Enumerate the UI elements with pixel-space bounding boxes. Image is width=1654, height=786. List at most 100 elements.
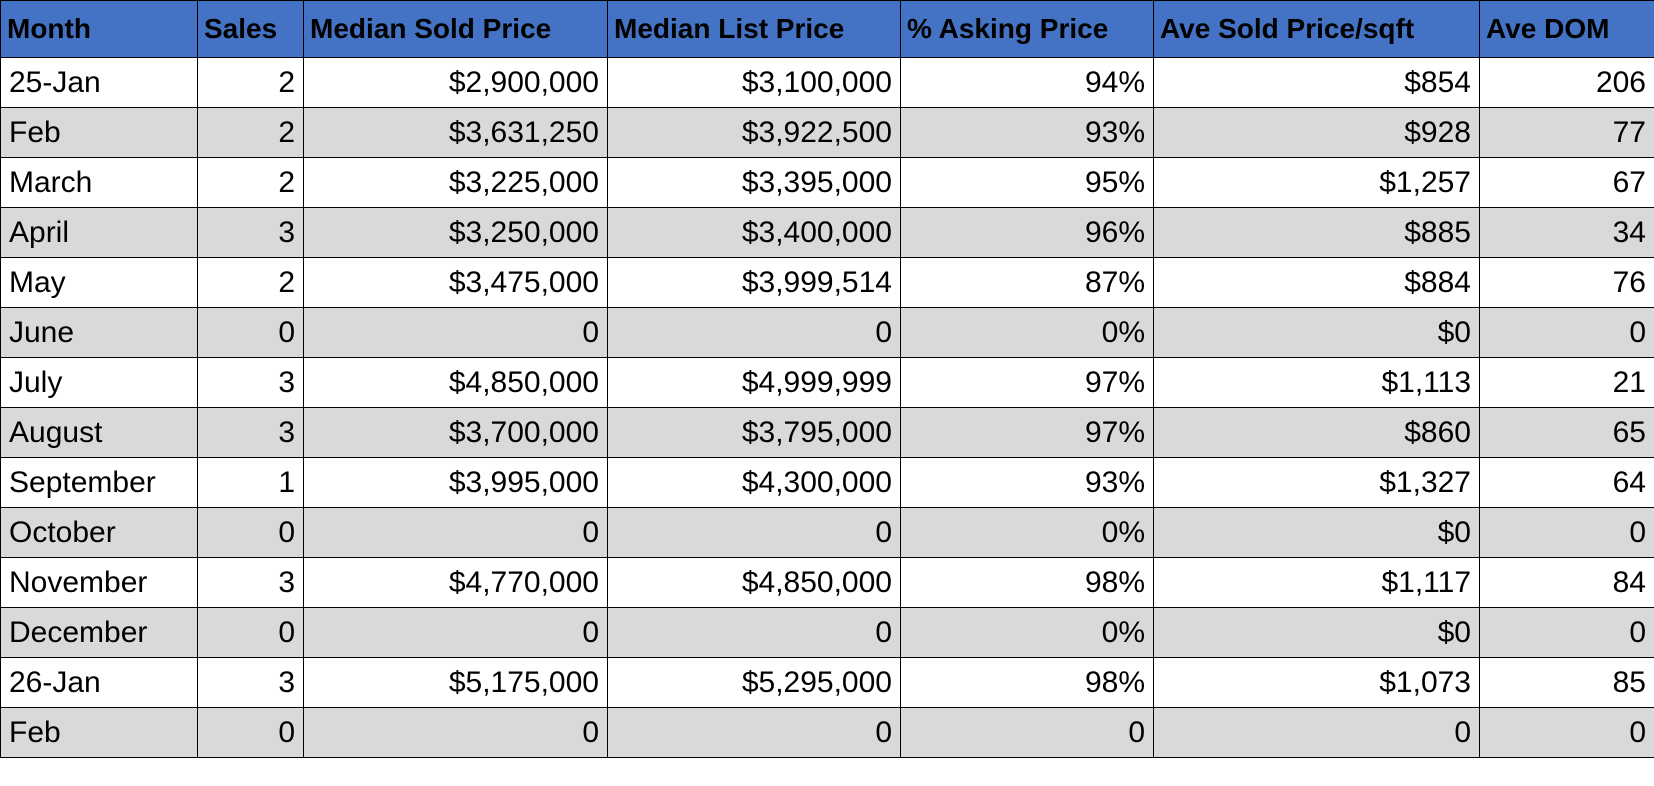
table-cell: 0 bbox=[607, 307, 901, 358]
table-cell: March bbox=[0, 157, 198, 208]
table-cell: $3,225,000 bbox=[303, 157, 608, 208]
table-cell: $3,395,000 bbox=[607, 157, 901, 208]
table-cell: $1,117 bbox=[1153, 557, 1480, 608]
table-cell: 0% bbox=[900, 607, 1154, 658]
table-cell: 0 bbox=[1479, 507, 1654, 558]
table-cell: $885 bbox=[1153, 207, 1480, 258]
table-row: Feb 2 $3,631,250 $3,922,500 93% $928 77 bbox=[0, 107, 1654, 158]
table-cell: May bbox=[0, 257, 198, 308]
table-cell: 26-Jan bbox=[0, 657, 198, 708]
table-cell: 0 bbox=[1479, 307, 1654, 358]
table-cell: $3,795,000 bbox=[607, 407, 901, 458]
table-cell: 0 bbox=[303, 707, 608, 758]
table-cell: July bbox=[0, 357, 198, 408]
table-cell: 3 bbox=[197, 207, 304, 258]
table-cell: 0 bbox=[607, 707, 901, 758]
table-cell: $4,300,000 bbox=[607, 457, 901, 508]
table-cell: 0 bbox=[1479, 707, 1654, 758]
table-cell: $1,327 bbox=[1153, 457, 1480, 508]
table-cell: 85 bbox=[1479, 657, 1654, 708]
table-cell: 0 bbox=[303, 607, 608, 658]
table-cell: $0 bbox=[1153, 507, 1480, 558]
table-cell: 0 bbox=[1479, 607, 1654, 658]
header-cell: Median List Price bbox=[607, 0, 901, 58]
table-cell: 96% bbox=[900, 207, 1154, 258]
table-cell: $5,295,000 bbox=[607, 657, 901, 708]
table-row: 25-Jan 2 $2,900,000 $3,100,000 94% $854 206 bbox=[0, 57, 1654, 108]
table-cell: $4,850,000 bbox=[303, 357, 608, 408]
header-cell: Ave Sold Price/sqft bbox=[1153, 0, 1480, 58]
table-row: April 3 $3,250,000 $3,400,000 96% $885 34 bbox=[0, 207, 1654, 258]
table-cell: $3,475,000 bbox=[303, 257, 608, 308]
table-cell: 98% bbox=[900, 657, 1154, 708]
table-cell: 67 bbox=[1479, 157, 1654, 208]
table-cell: 34 bbox=[1479, 207, 1654, 258]
table-cell: 0 bbox=[197, 607, 304, 658]
table-cell: 2 bbox=[197, 257, 304, 308]
table-cell: 3 bbox=[197, 557, 304, 608]
table-cell: $3,700,000 bbox=[303, 407, 608, 458]
table-row: June 0 0 0 0% $0 0 bbox=[0, 307, 1654, 358]
header-cell: Sales bbox=[197, 0, 304, 58]
table-cell: $5,175,000 bbox=[303, 657, 608, 708]
table-cell: 2 bbox=[197, 107, 304, 158]
table-cell: $3,995,000 bbox=[303, 457, 608, 508]
table-cell: 98% bbox=[900, 557, 1154, 608]
header-cell: Median Sold Price bbox=[303, 0, 608, 58]
table-cell: 0 bbox=[607, 507, 901, 558]
table-cell: 25-Jan bbox=[0, 57, 198, 108]
table-cell: $860 bbox=[1153, 407, 1480, 458]
table-cell: $884 bbox=[1153, 257, 1480, 308]
table-row: November 3 $4,770,000 $4,850,000 98% $1,117 84 bbox=[0, 557, 1654, 608]
table-cell: 0% bbox=[900, 507, 1154, 558]
table-cell: 0 bbox=[197, 307, 304, 358]
table-row: March 2 $3,225,000 $3,395,000 95% $1,257 67 bbox=[0, 157, 1654, 208]
table-cell: August bbox=[0, 407, 198, 458]
table-cell: $928 bbox=[1153, 107, 1480, 158]
table-cell: 0 bbox=[303, 307, 608, 358]
table-cell: 2 bbox=[197, 57, 304, 108]
table-cell: 21 bbox=[1479, 357, 1654, 408]
table-cell: $4,999,999 bbox=[607, 357, 901, 408]
table-cell: 3 bbox=[197, 407, 304, 458]
table-cell: $2,900,000 bbox=[303, 57, 608, 108]
table-cell: 0% bbox=[900, 307, 1154, 358]
table-row: October 0 0 0 0% $0 0 bbox=[0, 507, 1654, 558]
table-cell: 0 bbox=[1153, 707, 1480, 758]
table-cell: 93% bbox=[900, 457, 1154, 508]
table-cell: Feb bbox=[0, 107, 198, 158]
table-cell: $3,100,000 bbox=[607, 57, 901, 108]
table-cell: September bbox=[0, 457, 198, 508]
table-cell: 206 bbox=[1479, 57, 1654, 108]
table-row: August 3 $3,700,000 $3,795,000 97% $860 65 bbox=[0, 407, 1654, 458]
table-cell: April bbox=[0, 207, 198, 258]
table-cell: 0 bbox=[900, 707, 1154, 758]
table-cell: 77 bbox=[1479, 107, 1654, 158]
table-row: September 1 $3,995,000 $4,300,000 93% $1,327 6… bbox=[0, 457, 1654, 508]
header-cell: Ave DOM bbox=[1479, 0, 1654, 58]
header-row: Month Sales Median Sold Price Median List P… bbox=[0, 0, 1654, 58]
table-cell: $4,850,000 bbox=[607, 557, 901, 608]
table-cell: 94% bbox=[900, 57, 1154, 108]
table-row: July 3 $4,850,000 $4,999,999 97% $1,113 21 bbox=[0, 357, 1654, 408]
table-cell: 0 bbox=[303, 507, 608, 558]
table-cell: 2 bbox=[197, 157, 304, 208]
table-cell: $0 bbox=[1153, 607, 1480, 658]
table-cell: December bbox=[0, 607, 198, 658]
table-row: May 2 $3,475,000 $3,999,514 87% $884 76 bbox=[0, 257, 1654, 308]
table-cell: 84 bbox=[1479, 557, 1654, 608]
table-row: 26-Jan 3 $5,175,000 $5,295,000 98% $1,073 85 bbox=[0, 657, 1654, 708]
table-cell: 65 bbox=[1479, 407, 1654, 458]
table-body: 25-Jan 2 $2,900,000 $3,100,000 94% $854 206 Feb… bbox=[0, 57, 1654, 758]
table-cell: 0 bbox=[197, 507, 304, 558]
table-cell: 76 bbox=[1479, 257, 1654, 308]
header-cell: % Asking Price bbox=[900, 0, 1154, 58]
table-cell: $3,400,000 bbox=[607, 207, 901, 258]
table-cell: $1,257 bbox=[1153, 157, 1480, 208]
table-cell: $3,999,514 bbox=[607, 257, 901, 308]
table-cell: 64 bbox=[1479, 457, 1654, 508]
table-row: December 0 0 0 0% $0 0 bbox=[0, 607, 1654, 658]
table-cell: 93% bbox=[900, 107, 1154, 158]
table-cell: $3,922,500 bbox=[607, 107, 901, 158]
